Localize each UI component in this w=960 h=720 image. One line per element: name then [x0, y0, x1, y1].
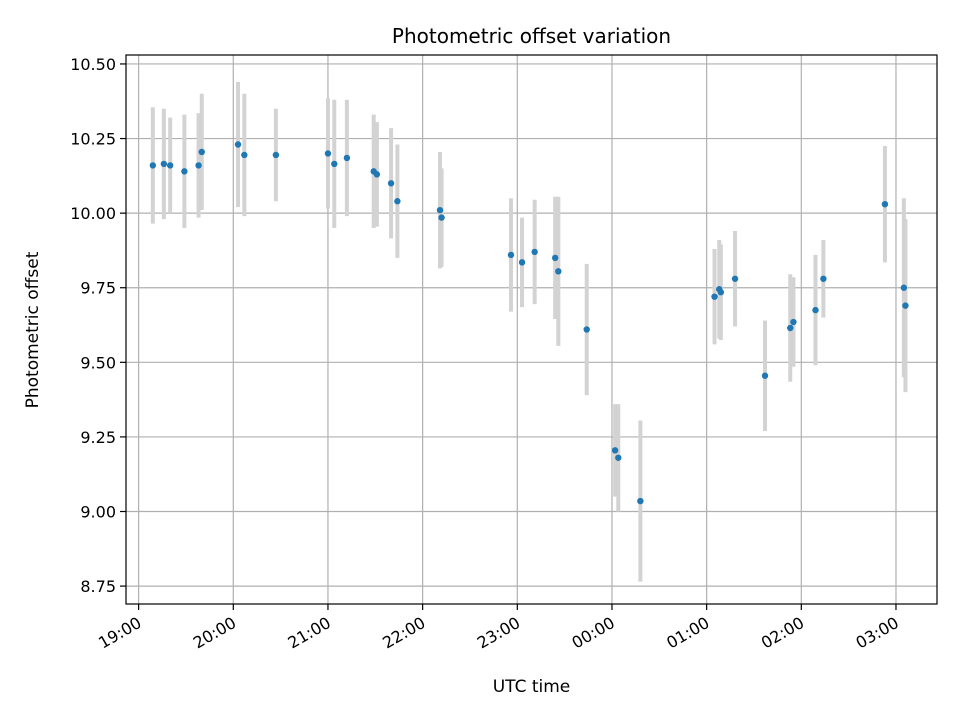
data-point: [881, 200, 889, 208]
data-point: [711, 293, 718, 300]
data-point: [820, 275, 827, 282]
y-tick-label: 10.25: [70, 130, 116, 149]
y-tick-label: 9.00: [80, 503, 116, 522]
data-point: [331, 160, 338, 168]
data-point: [731, 275, 739, 282]
data-point: [387, 180, 395, 187]
data-point: [234, 141, 242, 148]
data-point: [787, 324, 794, 332]
data-point: [241, 151, 248, 159]
data-point: [160, 160, 168, 168]
data-point: [555, 268, 562, 275]
y-axis-ticks: 10.50 10.25 10.00 9.75 9.50 9.25 9.00 8.75: [70, 55, 126, 596]
plot-frame: [125, 54, 938, 605]
x-axis-label: UTC time: [493, 677, 571, 697]
data-point: [343, 154, 351, 162]
data-point: [324, 150, 332, 157]
chart-title: Photometric offset variation: [392, 24, 671, 48]
y-tick-label: 10.00: [70, 204, 116, 223]
data-point: [166, 162, 174, 169]
data-point: [436, 206, 444, 214]
data-point: [518, 259, 526, 266]
data-point: [272, 151, 280, 159]
data-point: [149, 162, 157, 169]
data-point: [583, 326, 590, 333]
data-point: [790, 318, 797, 326]
data-point: [394, 198, 401, 205]
data-point: [507, 251, 515, 259]
data-point: [181, 168, 188, 175]
data-point: [611, 447, 619, 454]
data-point: [531, 248, 538, 256]
data-points: [149, 141, 909, 505]
y-tick-label: 9.75: [80, 279, 116, 298]
data-point: [373, 171, 381, 178]
y-tick-label: 8.75: [80, 577, 116, 596]
data-point: [438, 214, 445, 221]
data-point: [812, 306, 819, 314]
data-point: [195, 162, 202, 169]
data-point: [198, 148, 205, 156]
data-point: [551, 254, 559, 262]
y-tick-label: 9.50: [80, 353, 116, 372]
data-point: [637, 497, 644, 505]
y-tick-label: 10.50: [70, 55, 116, 74]
data-point: [615, 454, 622, 461]
data-point: [717, 289, 725, 296]
data-point: [900, 284, 908, 291]
y-tick-label: 9.25: [80, 428, 116, 447]
data-point: [902, 302, 909, 309]
y-axis-label: Photometric offset: [23, 251, 43, 408]
data-point: [761, 372, 769, 379]
